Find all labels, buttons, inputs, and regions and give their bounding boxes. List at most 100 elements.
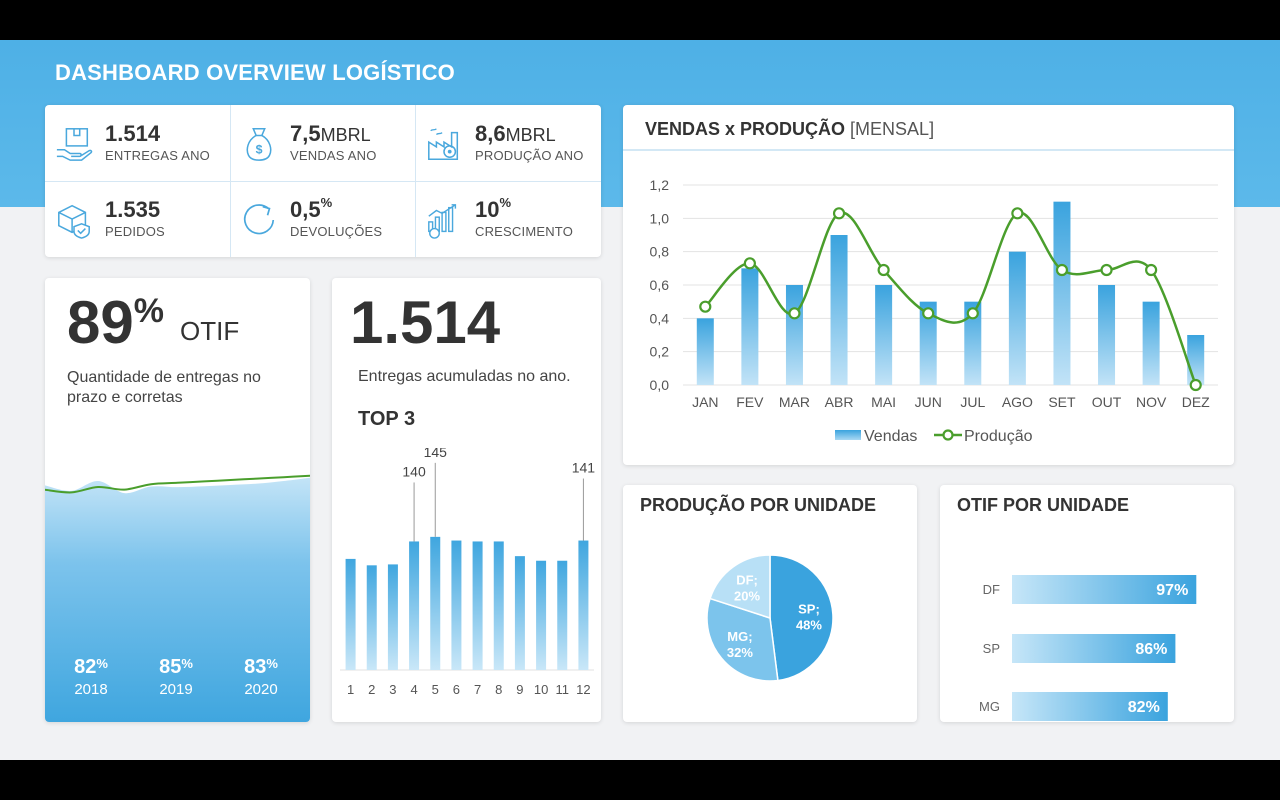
entregas-value: 1.514 [350,289,501,356]
otif-word: OTIF [180,316,240,346]
kpi-sup: % [499,195,512,210]
entregas-bar [345,558,356,670]
entregas-bar [472,541,483,670]
kpi-label: DEVOLUÇÕES [290,224,383,239]
otif-value: 89% [67,288,164,357]
x-tick-label: NOV [1136,394,1167,410]
x-tick-label: 11 [556,682,570,697]
producao-line [704,211,1197,386]
package-shield-icon [58,204,90,239]
producao-point [832,207,846,220]
dashboard-canvas: DASHBOARD OVERVIEW LOGÍSTICO 1.514 ENTRE… [0,40,1280,760]
otif-year-value: 85 [159,656,182,678]
entregas-bar [493,541,504,670]
legend-label: Produção [964,428,1033,445]
otif-year-label: 2019 [159,681,193,698]
bar-value-label: 86% [1135,641,1167,658]
pie-slice [709,554,771,620]
legend-swatch-vendas [835,430,861,440]
otif-trend-line [45,474,310,494]
x-tick-label: JUL [960,394,985,410]
kpi-divider [45,181,601,182]
vendas-producao-chart: 0,0 0,2 0,4 0,6 0,8 1,0 1,2 JAN FEV MAR ABR MAI JUN J… [650,177,1218,445]
entregas-bar [430,536,441,670]
producao-pie-chart: SP; 48% MG; 32% DF; 20% [706,554,834,682]
otif-trend-chart [45,474,310,722]
kpi-vendas-ano: $ 7,5MBRL VENDAS ANO [230,105,415,181]
data-label: 145 [424,448,448,460]
producao-point [966,307,979,320]
growth-chart-icon [428,204,457,239]
x-tick-label: ABR [825,394,854,410]
otif-unit-bar [1012,634,1176,663]
otif-year-value: 83 [244,656,267,678]
x-tick-label: JUN [915,394,942,410]
producao-point [1011,207,1024,220]
x-tick-label: 1 [347,682,354,697]
y-tick-label: 0,6 [650,277,670,293]
data-label: 141 [572,460,596,476]
pie-label: SP; 48% [796,602,822,633]
title-divider [623,149,1234,151]
x-tick-label: DEZ [1182,394,1210,410]
otif-year-2020: 83% 2020 [231,656,291,698]
vendas-bar [1053,201,1071,385]
kpi-entregas-ano: 1.514 ENTREGAS ANO [45,105,230,181]
legend-label: Vendas [864,428,917,445]
factory-gear-icon [428,128,459,160]
x-tick-label: 12 [576,682,590,697]
x-tick-label: OUT [1092,394,1122,410]
chart-subtitle: [MENSAL] [850,119,935,139]
return-arrow-icon [243,204,275,235]
producao-unidade-title: PRODUÇÃO POR UNIDADE [640,495,877,515]
vendas-bar [919,301,937,385]
kpi-value: 1.514 [105,121,161,146]
entregas-bar [409,541,420,670]
otif-year-pct: % [96,656,108,671]
vendas-bar [696,318,714,385]
kpi-label: CRESCIMENTO [475,224,574,239]
kpi-unit: MBRL [320,125,371,145]
y-tick-label: 0,2 [650,344,670,360]
otif-unidade-card: OTIF POR UNIDADE DF 97% SP 86% MG 82% [940,485,1234,722]
x-tick-label: 9 [516,682,523,697]
kpi-sup: % [320,195,333,210]
x-tick-label: 8 [495,682,502,697]
entregas-bar [387,564,398,670]
producao-point [922,307,935,320]
vendas-bar [830,235,848,385]
producao-point [1100,263,1113,277]
x-tick-label: 4 [410,682,417,697]
entregas-bar [536,560,547,670]
chart-title: VENDAS x PRODUÇÃO [645,119,846,139]
otif-year-pct: % [181,656,193,671]
kpi-value: 1.535 [105,197,161,222]
kpi-value: 10 [475,197,500,222]
bar-value-label: 82% [1128,699,1160,716]
otif-year-value: 82 [74,656,97,678]
producao-point [788,307,801,320]
legend-marker [942,429,954,441]
vendas-bar [964,301,982,385]
bar-value-label: 97% [1156,582,1188,599]
money-bag-icon: $ [246,128,272,161]
entregas-bar [514,556,525,670]
vendas-bar [875,285,893,385]
kpi-label: VENDAS ANO [290,148,377,163]
producao-point [877,263,890,277]
y-tick-label: 0,4 [650,310,670,326]
y-tick-label: 1,0 [650,210,670,226]
dashboard-title: DASHBOARD OVERVIEW LOGÍSTICO [55,60,455,85]
otif-year-label: 2020 [244,681,278,698]
kpi-devolucoes: 0,5% DEVOLUÇÕES [230,181,415,257]
kpi-value: 8,6 [475,121,506,146]
entregas-card: 1.514 Entregas acumuladas no ano. TOP 3 … [332,278,601,722]
vendas-bar [785,285,803,385]
otif-unidade-bar-chart: DF 97% SP 86% MG 82% [979,575,1197,721]
pie-slice [706,597,779,682]
producao-point [743,257,756,270]
svg-text:$: $ [256,143,263,157]
data-label: 140 [402,463,426,479]
pie-label: DF; 20% [734,572,760,603]
